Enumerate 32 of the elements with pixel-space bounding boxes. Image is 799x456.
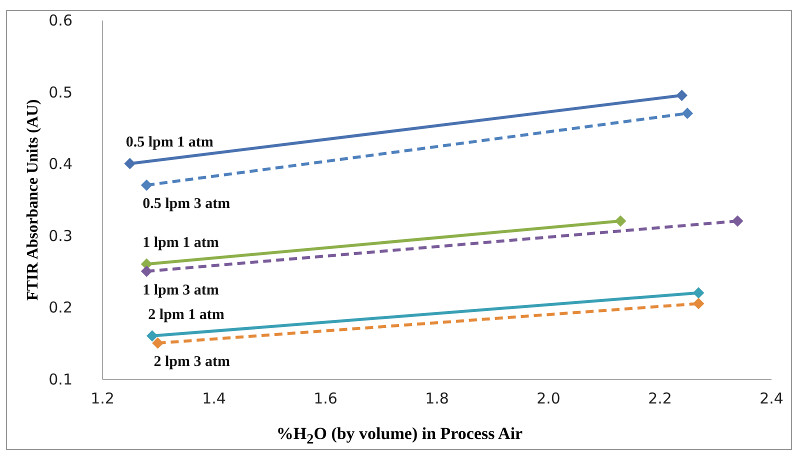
y-tick-label: 0.5 bbox=[48, 83, 72, 102]
x-tick-label: 1.6 bbox=[314, 390, 338, 408]
point bbox=[124, 158, 136, 170]
y-tick-label: 0.6 bbox=[48, 12, 72, 30]
x-axis-title: %H$_{2}$O (by volume) in Process Air bbox=[275, 424, 524, 448]
y-tick-label: 0.3 bbox=[48, 226, 72, 245]
series-label: 1 lpm 1 atm bbox=[142, 235, 220, 252]
x-tick-label: 2.0 bbox=[536, 390, 560, 408]
x-tick-label: 1.4 bbox=[202, 390, 226, 408]
series-label: 2 lpm 1 atm bbox=[148, 306, 225, 323]
y-tick-label: 0.1 bbox=[48, 370, 72, 388]
series-label: 2 lpm 3 atm bbox=[154, 354, 230, 370]
y-axis-title: FTIR Absorbance Units (AU) bbox=[24, 99, 42, 301]
x-tick-label: 2.4 bbox=[760, 390, 784, 408]
x-tick-label: 1.2 bbox=[90, 390, 114, 408]
point bbox=[140, 266, 152, 277]
point bbox=[676, 90, 688, 102]
x-tick-label: 1.8 bbox=[425, 390, 449, 408]
series-label: 0.5 lpm 3 atm bbox=[142, 196, 231, 212]
point bbox=[140, 179, 152, 191]
series-label: 1 lpm 3 atm bbox=[142, 282, 220, 298]
y-tick-label: 0.2 bbox=[48, 298, 72, 317]
point bbox=[614, 215, 626, 227]
x-tick-label: 2.2 bbox=[648, 390, 672, 408]
point bbox=[152, 337, 164, 349]
series-label: 0.5 lpm 1 atm bbox=[126, 134, 214, 151]
point bbox=[682, 108, 694, 120]
point bbox=[692, 298, 704, 310]
point bbox=[146, 330, 158, 342]
point bbox=[732, 215, 744, 227]
y-tick-label: 0.4 bbox=[48, 155, 72, 174]
point bbox=[692, 287, 704, 299]
